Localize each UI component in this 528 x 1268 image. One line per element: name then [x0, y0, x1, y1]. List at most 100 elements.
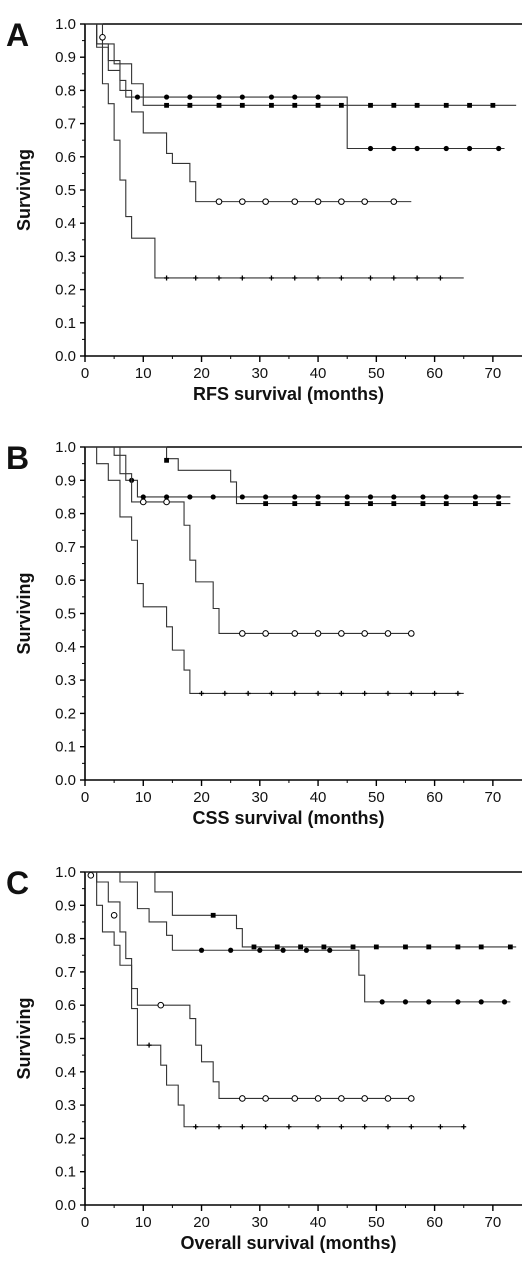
censor-mark-filled-square [507, 944, 513, 950]
censor-mark-plus [408, 1124, 414, 1130]
censor-mark-filled-circle [292, 494, 298, 500]
censor-mark-filled-square [467, 102, 472, 108]
y-axis-title: Surviving [14, 997, 34, 1079]
y-tick-label: 1.0 [55, 16, 76, 33]
censor-mark-filled-square [478, 944, 484, 950]
censor-mark-open-circle [239, 198, 246, 205]
x-tick-label: 30 [251, 789, 268, 806]
censor-mark-plus [263, 1124, 269, 1130]
censor-mark-plus [385, 1124, 391, 1130]
censor-mark-filled-circle [303, 947, 310, 953]
survival-step-line [85, 871, 464, 1128]
censor-mark-open-circle [314, 1095, 322, 1102]
x-tick-label: 50 [368, 365, 385, 382]
censor-mark-filled-square [420, 501, 426, 507]
censor-mark-open-circle [407, 1095, 415, 1102]
censor-mark-filled-circle [257, 947, 263, 953]
panel-c: C 0.0 0.1 0.2 0.3 0.4 0.5 0.6 0.7 0.8 0.9 1.0 0 10 20 3… [6, 864, 522, 1253]
censor-mark-plus [193, 1124, 199, 1130]
y-tick-label: 0.5 [55, 1031, 76, 1048]
y-tick-label: 0.8 [55, 506, 76, 523]
censor-mark-plus [338, 1124, 344, 1130]
censor-mark-filled-square [164, 102, 169, 108]
panel-b: B 0.0 0.1 0.2 0.3 0.4 0.5 0.6 0.7 0.8 0.9 1.0 0 10 20 3… [6, 439, 522, 828]
censor-mark-open-circle [291, 630, 299, 637]
censor-mark-filled-square [443, 501, 449, 507]
censor-mark-plus [338, 275, 344, 281]
censor-mark-open-circle [139, 498, 147, 506]
censor-mark-plus [362, 1124, 368, 1130]
censor-mark-filled-square [210, 912, 216, 918]
x-tick-label: 10 [135, 365, 152, 382]
series-plus [85, 23, 464, 281]
censor-mark-filled-square [321, 944, 327, 950]
x-tick-label: 0 [81, 365, 89, 382]
censor-mark-open-circle [262, 1095, 269, 1102]
censor-mark-open-circle [361, 198, 368, 205]
censor-mark-filled-circle [402, 999, 409, 1005]
x-tick-label: 0 [81, 789, 89, 806]
y-tick-label: 0.8 [55, 82, 76, 99]
censor-mark-filled-circle [327, 947, 333, 953]
y-tick-label: 0.7 [55, 964, 76, 981]
censor-mark-plus [338, 690, 344, 696]
censor-mark-plus [461, 1124, 467, 1130]
censor-mark-open-circle [262, 198, 269, 205]
censor-mark-open-circle [291, 1095, 299, 1102]
censor-mark-plus [199, 690, 205, 696]
x-tick-label: 60 [426, 1214, 443, 1231]
censor-mark-plus [286, 1124, 292, 1130]
x-tick-label: 60 [426, 365, 443, 382]
censor-mark-filled-circle [280, 947, 286, 953]
censor-mark-filled-circle [379, 999, 385, 1005]
censor-mark-filled-circle [239, 94, 245, 100]
y-tick-label: 0.3 [55, 248, 76, 265]
censor-mark-filled-square [391, 102, 397, 108]
censor-mark-plus [315, 275, 321, 281]
x-tick-label: 60 [426, 789, 443, 806]
censor-mark-filled-circle [163, 94, 170, 100]
x-tick-label: 0 [81, 1214, 89, 1231]
y-tick-label: 1.0 [55, 864, 76, 881]
survival-step-line [85, 871, 511, 1003]
censor-mark-filled-square [426, 944, 432, 950]
censor-mark-open-circle [338, 1095, 345, 1102]
censor-mark-open-circle [99, 33, 106, 41]
panel-letter: C [6, 865, 29, 901]
censor-mark-open-circle [215, 198, 223, 205]
series-filled-circle [85, 871, 511, 1005]
censor-mark-filled-circle [315, 494, 321, 500]
x-tick-label: 50 [368, 1214, 385, 1231]
censor-mark-open-circle [87, 872, 95, 879]
y-tick-label: 0.6 [55, 572, 76, 589]
x-axis-title: CSS survival (months) [192, 808, 384, 828]
censor-mark-plus [292, 690, 298, 696]
censor-mark-plus [216, 1124, 222, 1130]
y-tick-label: 0.2 [55, 1130, 76, 1147]
panel-a: A 0.0 0.1 0.2 0.3 0.4 0.5 0.6 0.7 0.8 0.9 1.0 0 10 20 3… [6, 16, 522, 404]
survival-step-line [85, 446, 464, 694]
panel-letter: B [6, 440, 29, 476]
censor-mark-filled-square [239, 102, 245, 108]
survival-step-line [85, 871, 517, 948]
censor-mark-filled-square [251, 944, 257, 950]
y-tick-label: 0.1 [55, 739, 76, 756]
censor-mark-plus [385, 690, 391, 696]
censor-mark-filled-circle [344, 494, 350, 500]
censor-mark-filled-circle [187, 94, 193, 100]
censor-mark-open-circle [239, 1095, 246, 1102]
censor-mark-plus [315, 1124, 321, 1130]
survival-step-line [85, 23, 505, 150]
censor-mark-filled-circle [239, 494, 245, 500]
censor-mark-plus [315, 690, 321, 696]
x-tick-label: 10 [135, 789, 152, 806]
series-filled-circle [85, 23, 505, 152]
y-tick-label: 0.4 [55, 1064, 76, 1081]
censor-mark-filled-square [496, 501, 502, 507]
censor-mark-filled-square [373, 944, 379, 950]
censor-mark-filled-square [391, 501, 397, 507]
panel-letter: A [6, 17, 29, 53]
y-tick-label: 0.0 [55, 1197, 76, 1214]
censor-mark-open-circle [338, 198, 345, 205]
